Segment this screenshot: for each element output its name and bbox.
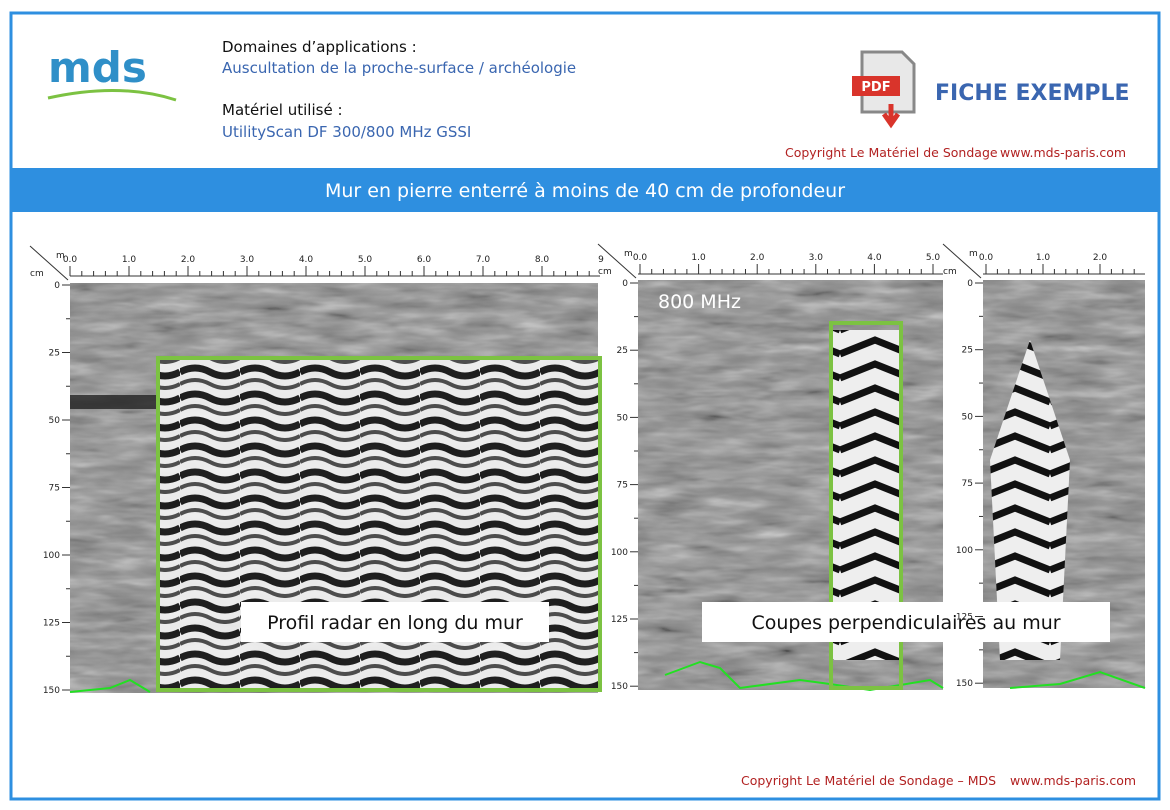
y-tick-label: 100: [956, 546, 973, 556]
frequency: 800 MHz: [658, 291, 741, 313]
y-tick-label: 0: [54, 281, 60, 291]
domain-value: Auscultation de la proche-surface / arch…: [222, 59, 576, 77]
y-tick-label: 75: [962, 479, 973, 489]
footer-copyright: Copyright Le Matériel de Sondage – MDS: [741, 773, 996, 788]
x-tick-label: 8.0: [535, 255, 550, 265]
y-tick-label: 150: [611, 682, 628, 692]
footer-website: www.mds-paris.com: [1010, 773, 1136, 788]
x-tick-label: 0.0: [633, 253, 648, 263]
highlight-box: [829, 321, 903, 690]
x-tick-label: 3.0: [809, 253, 824, 263]
y-tick-label: 75: [49, 484, 60, 494]
radar-wall: [990, 340, 1070, 660]
banner: [12, 168, 1158, 212]
equipment-label: Matériel utilisé :: [222, 101, 343, 119]
y-tick-label: 100: [611, 548, 628, 558]
x-tick-label: 5.0: [926, 253, 941, 263]
y-unit: cm: [30, 269, 44, 279]
y-tick-label: 125: [956, 613, 973, 623]
radar-band: [70, 395, 160, 409]
y-tick-label: 50: [617, 413, 629, 423]
logo: mds: [48, 43, 147, 92]
x-tick-label: 3.0: [240, 255, 255, 265]
x-tick-label: 7.0: [476, 255, 491, 265]
x-tick-label: 1.0: [122, 255, 137, 265]
pdf-badge: [852, 76, 900, 96]
x-tick-label: 9: [598, 255, 604, 265]
signal-trace: [69, 678, 151, 693]
x-tick-label: 0.0: [979, 253, 994, 263]
x-tick-label: 1.0: [691, 253, 706, 263]
frame: [9, 11, 1161, 801]
x-tick-label: 5.0: [358, 255, 373, 265]
x-unit: m: [624, 249, 633, 259]
equipment-value: UtilityScan DF 300/800 MHz GSSI: [222, 123, 471, 141]
website: www.mds-paris.com: [1000, 145, 1126, 160]
y-tick-label: 150: [956, 679, 973, 689]
corner-line: [597, 243, 637, 279]
label-box: [241, 602, 549, 642]
y-tick-label: 0: [967, 279, 973, 289]
signal-trace: [1009, 670, 1146, 689]
y-unit: cm: [598, 267, 612, 277]
y-tick-label: 50: [49, 416, 61, 426]
y-tick-label: 150: [43, 686, 60, 696]
y-tick-label: 25: [49, 349, 60, 359]
x-tick-label: 2.0: [1093, 253, 1108, 263]
y-tick-label: 25: [617, 346, 628, 356]
x-tick-label: 2.0: [750, 253, 765, 263]
logo-swoosh: [47, 89, 177, 102]
sheet-type: FICHE EXEMPLE: [935, 81, 1130, 106]
copyright: Copyright Le Matériel de Sondage: [785, 145, 998, 160]
y-tick-label: 100: [43, 551, 60, 561]
x-unit: m: [56, 251, 65, 261]
profile-label: Profil radar en long du mur: [267, 612, 523, 634]
pdf-text: PDF: [861, 80, 890, 95]
corner-line: [942, 243, 982, 279]
signal-trace: [664, 660, 944, 692]
label-box: [702, 602, 1110, 642]
pdf-arrow: [881, 104, 901, 129]
y-tick-label: 25: [962, 346, 973, 356]
corner-line: [29, 245, 69, 281]
y-tick-label: 50: [962, 412, 974, 422]
x-tick-label: 0.0: [63, 255, 78, 265]
x-tick-label: 2.0: [181, 255, 196, 265]
banner-title: Mur en pierre enterré à moins de 40 cm d…: [325, 180, 845, 202]
y-tick-label: 0: [622, 279, 628, 289]
x-tick-label: 4.0: [867, 253, 882, 263]
y-tick-label: 125: [611, 615, 628, 625]
x-tick-label: 1.0: [1036, 253, 1051, 263]
x-tick-label: 6.0: [417, 255, 432, 265]
x-unit: m: [969, 249, 978, 259]
highlight-box: [156, 356, 602, 692]
y-tick-label: 125: [43, 619, 60, 629]
domain-label: Domaines d’applications :: [222, 38, 417, 56]
y-tick-label: 75: [617, 481, 628, 491]
y-unit: cm: [943, 267, 957, 277]
sections-label: Coupes perpendiculaires au mur: [751, 612, 1060, 634]
x-tick-label: 4.0: [299, 255, 314, 265]
